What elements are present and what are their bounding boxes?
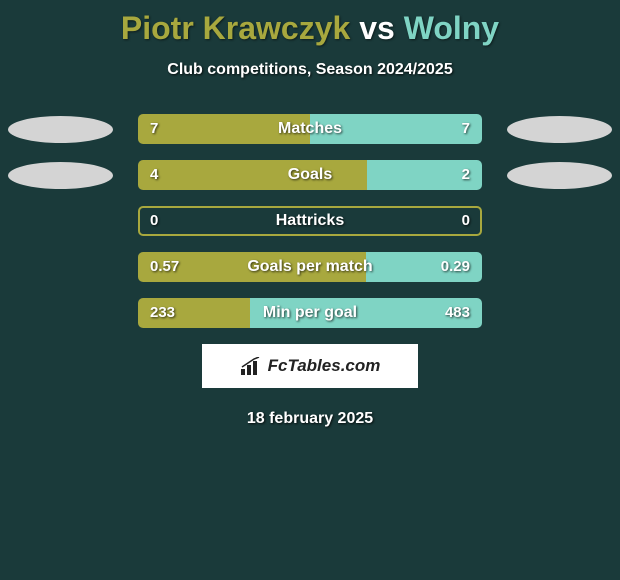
vs-text: vs: [359, 10, 395, 46]
stat-value-player2: 0: [462, 206, 470, 236]
logo-text: FcTables.com: [268, 356, 381, 376]
bar-fill-player1: [138, 160, 367, 190]
stat-row: 00Hattricks: [0, 206, 620, 236]
player1-name: Piotr Krawczyk: [121, 10, 350, 46]
player2-ellipse: [507, 116, 612, 143]
stat-bar: [138, 206, 482, 236]
stat-bar: [138, 252, 482, 282]
bar-fill-player2: [310, 114, 482, 144]
stat-value-player1: 0: [150, 206, 158, 236]
bar-fill-player1: [138, 114, 310, 144]
player1-ellipse: [8, 116, 113, 143]
subtitle: Club competitions, Season 2024/2025: [0, 61, 620, 79]
stat-value-player1: 233: [150, 298, 175, 328]
stat-bar: [138, 160, 482, 190]
stat-row: 0.570.29Goals per match: [0, 252, 620, 282]
stat-value-player1: 7: [150, 114, 158, 144]
stat-row: 42Goals: [0, 160, 620, 190]
stat-value-player1: 4: [150, 160, 158, 190]
stat-value-player2: 7: [462, 114, 470, 144]
stat-bar: [138, 298, 482, 328]
stat-bar: [138, 114, 482, 144]
stat-value-player2: 0.29: [441, 252, 470, 282]
player1-ellipse: [8, 162, 113, 189]
date-text: 18 february 2025: [0, 410, 620, 428]
player2-name: Wolny: [404, 10, 499, 46]
bars-icon: [240, 357, 262, 375]
comparison-chart: 77Matches42Goals00Hattricks0.570.29Goals…: [0, 114, 620, 328]
player2-ellipse: [507, 162, 612, 189]
stat-row: 77Matches: [0, 114, 620, 144]
stat-value-player2: 2: [462, 160, 470, 190]
stat-value-player1: 0.57: [150, 252, 179, 282]
stat-value-player2: 483: [445, 298, 470, 328]
page-title: Piotr Krawczyk vs Wolny: [0, 0, 620, 47]
fctables-logo: FcTables.com: [202, 344, 418, 388]
stat-row: 233483Min per goal: [0, 298, 620, 328]
